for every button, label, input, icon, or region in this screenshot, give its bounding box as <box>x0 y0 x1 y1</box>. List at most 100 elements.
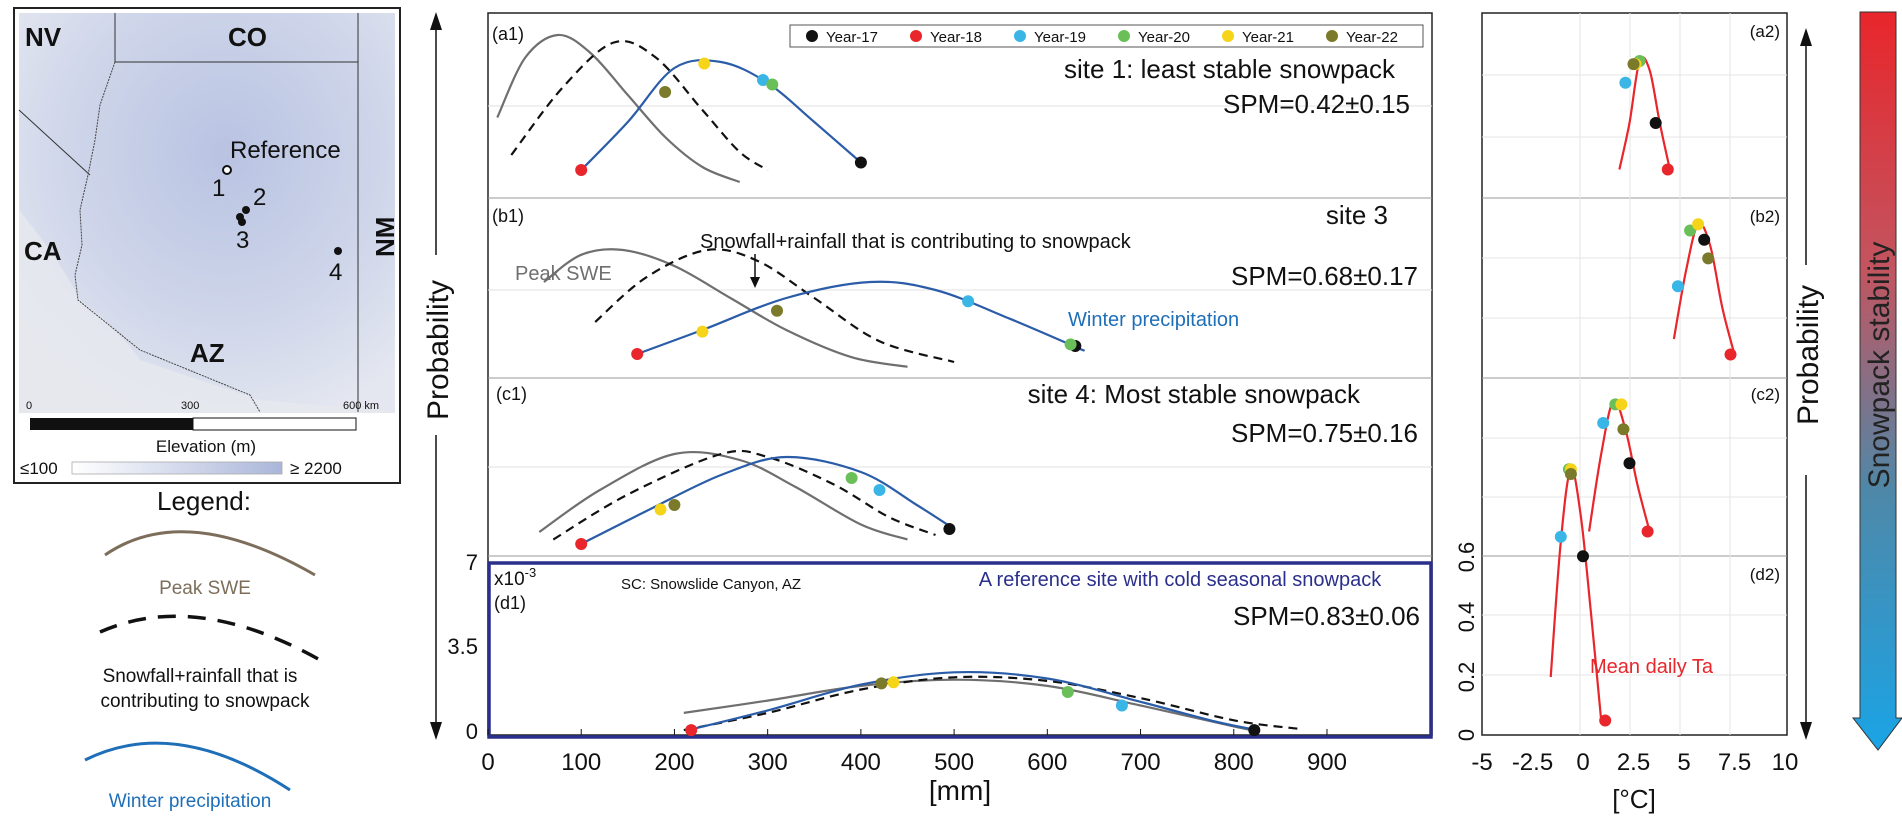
legend-marker-year-18 <box>910 30 922 42</box>
point-a1-year-20 <box>766 78 779 91</box>
map-lowland <box>19 210 395 413</box>
annot-mean-daily-ta: Mean daily Ta <box>1590 656 1714 678</box>
point-b2-year-22 <box>1702 252 1715 265</box>
legend-title: Legend: <box>157 486 251 516</box>
x-ticks-mm: 0 100 200 300 400 500 600 700 800 900 <box>481 729 1347 776</box>
right-grid <box>1482 13 1787 735</box>
point-d1-year-21 <box>887 676 900 689</box>
legend-marker-year-19 <box>1014 30 1026 42</box>
xtick-900: 900 <box>1307 749 1347 776</box>
curve-a1-snowfall-rainfall <box>510 40 769 171</box>
xtick-c-10: 10 <box>1772 749 1799 776</box>
xtick-200: 200 <box>654 749 694 776</box>
xtick-c-0: 0 <box>1576 749 1589 776</box>
point-c2-year-18 <box>1641 525 1654 538</box>
stability-label: Snowpack stability <box>1863 242 1896 489</box>
point-b1-year-21 <box>696 325 709 338</box>
curve-d1-peak-swe <box>683 678 1253 732</box>
panel-label-c1: (c1) <box>496 384 527 404</box>
curve-b1-peak-swe <box>543 248 908 368</box>
curve-c1-winter-precipitation <box>580 455 955 545</box>
d1-y-axis: 7 3.5 0 x10-3 <box>447 550 536 744</box>
curve-b1-winter-precipitation <box>636 280 1086 356</box>
left-y-label: Probability <box>422 280 455 420</box>
point-a1-year-21 <box>698 57 711 70</box>
point-c1-year-19 <box>873 484 886 496</box>
point-a1-year-17 <box>854 156 867 169</box>
title-b1: site 3 <box>1326 200 1388 230</box>
border-az-ca <box>74 61 261 413</box>
point-a1-year-22 <box>659 86 672 98</box>
spm-a1: SPM=0.42±0.15 <box>1223 89 1410 119</box>
left-y-axis: Probability <box>418 12 455 740</box>
year-legend-items: Year-17 Year-18 Year-19 Year-20 Year-21 Year-… <box>806 29 1398 46</box>
site-1-number: 1 <box>212 175 225 202</box>
point-c1-year-20 <box>845 472 858 484</box>
site-4-number: 4 <box>329 259 342 286</box>
curve-a1-winter-precipitation <box>580 59 862 171</box>
point-d1-year-19 <box>1115 699 1128 712</box>
scale-tick-0: 0 <box>26 400 32 412</box>
ytick-0-4: 0.4 <box>1454 602 1479 633</box>
xtick-500: 500 <box>934 749 974 776</box>
state-nm: NM <box>370 217 400 257</box>
legend-label-year-17: Year-17 <box>826 29 878 46</box>
ytick-0-6: 0.6 <box>1454 542 1479 573</box>
legend-peak-swe-label: Peak SWE <box>159 578 251 599</box>
left-panels <box>487 12 1433 739</box>
left-panels-frame <box>487 12 1433 736</box>
panel-texts: (a1) (b1) (c1) (d1) site 1: least stable… <box>492 22 1780 678</box>
year-legend: Year-17 Year-18 Year-19 Year-20 Year-21 Year-… <box>789 24 1424 48</box>
year-legend-box <box>789 24 1424 48</box>
right-arrow-up-head <box>1800 28 1812 46</box>
panel-label-a1: (a1) <box>492 24 524 44</box>
point-b1-year-18 <box>631 348 644 360</box>
x-ticks-c: -5 -2.5 0 2.5 5 7.5 10 <box>1471 749 1798 776</box>
arrow-down-head <box>430 722 442 740</box>
panel-label-b1: (b1) <box>492 206 524 226</box>
state-co: CO <box>228 22 267 52</box>
right-y-axis: Probability <box>1788 28 1825 740</box>
point-b1-year-19 <box>962 295 975 308</box>
annot-winter: Winter precipitation <box>1068 309 1239 331</box>
point-d2-year-22 <box>1564 468 1577 480</box>
legend-label-year-19: Year-19 <box>1034 29 1086 46</box>
point-b2-year-21 <box>1692 218 1705 231</box>
point-c1-year-21 <box>654 503 667 516</box>
curve-c1-peak-swe <box>538 451 908 541</box>
point-a2-year-19 <box>1619 76 1632 89</box>
panel-label-d1: (d1) <box>494 593 526 613</box>
right-label-mask <box>1788 265 1824 475</box>
curve-b2-mean-daily-ta <box>1672 222 1736 355</box>
chart-curves <box>496 33 1736 732</box>
ytick-7: 7 <box>466 550 478 575</box>
elevation-colorbar <box>71 461 283 475</box>
xtick-600: 600 <box>1027 749 1067 776</box>
spm-b1: SPM=0.68±0.17 <box>1231 261 1418 291</box>
scale-bar-black <box>30 418 193 430</box>
border-nv-ca <box>18 109 91 176</box>
point-c1-year-17 <box>943 523 956 535</box>
x-label-c: [°C] <box>1612 784 1656 814</box>
legend-winter-label: Winter precipitation <box>109 791 272 812</box>
panel-label-d2: (d2) <box>1750 565 1780 584</box>
point-a1-year-18 <box>575 164 588 176</box>
site-3-number: 3 <box>236 227 249 254</box>
legend-label-year-18: Year-18 <box>930 29 982 46</box>
curve-a1-peak-swe <box>496 33 741 184</box>
stability-arrow: Snowpack stability <box>1851 11 1902 751</box>
title-d1: A reference site with cold seasonal snow… <box>979 569 1382 591</box>
ytick-3-5: 3.5 <box>447 634 478 659</box>
reference-marker <box>222 165 232 175</box>
legend-marker-year-20 <box>1118 30 1130 42</box>
panel-label-b2: (b2) <box>1750 207 1780 226</box>
xtick-c-5: 5 <box>1677 749 1690 776</box>
panel-label-c2: (c2) <box>1751 385 1780 404</box>
scale-tick-300: 300 <box>181 400 199 412</box>
panel-label-a2: (a2) <box>1750 22 1780 41</box>
curve-d2-mean-daily-ta <box>1549 468 1603 721</box>
annot-snowfall: Snowfall+rainfall that is contributing t… <box>700 231 1132 253</box>
point-d2-year-18 <box>1599 714 1612 727</box>
border-co <box>114 13 359 63</box>
